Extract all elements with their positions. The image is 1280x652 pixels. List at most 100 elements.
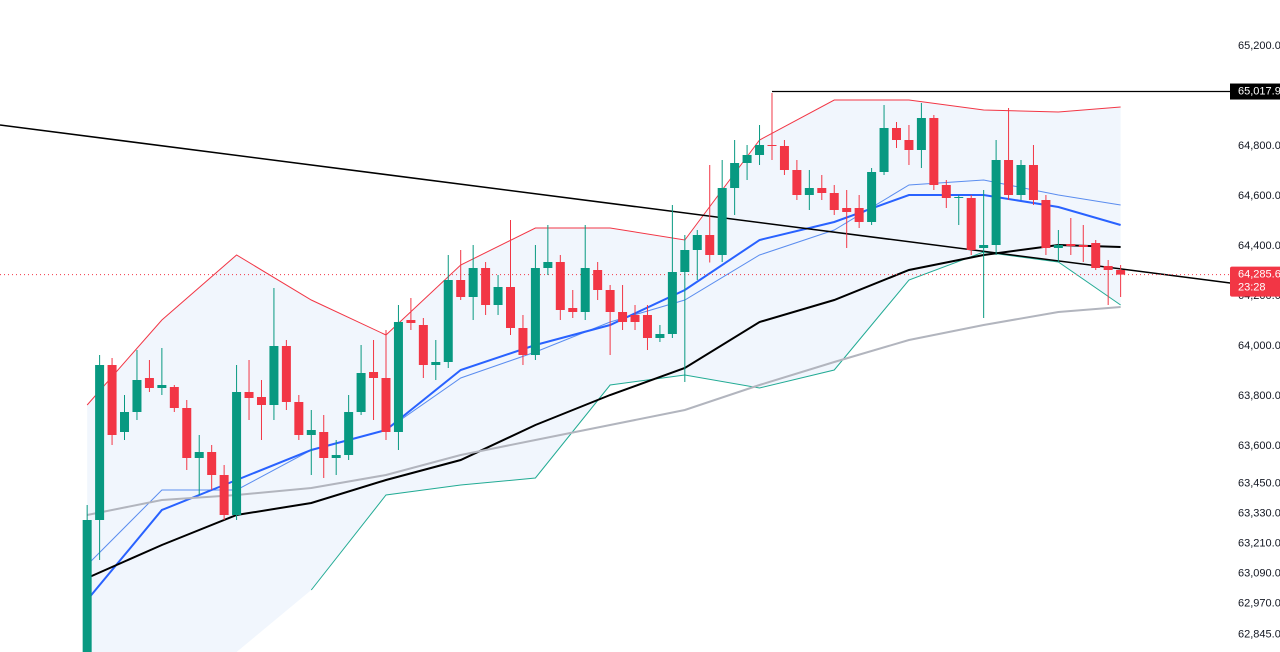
candle-body bbox=[792, 170, 802, 195]
candle-body bbox=[1103, 266, 1113, 270]
y-tick-label: 63,330.0 bbox=[1238, 507, 1280, 519]
candle-body bbox=[406, 320, 416, 323]
candle-body bbox=[1041, 200, 1051, 248]
y-tick-label: 64,400.0 bbox=[1238, 240, 1280, 252]
y-tick-label: 63,600.0 bbox=[1238, 440, 1280, 452]
candle-body bbox=[842, 208, 852, 212]
candle-body bbox=[144, 378, 154, 388]
candle-body bbox=[219, 475, 229, 515]
candle-body bbox=[867, 172, 877, 222]
candle-body bbox=[555, 262, 565, 310]
candle-body bbox=[418, 325, 428, 365]
candle-body bbox=[692, 235, 702, 250]
candle-body bbox=[1066, 244, 1076, 246]
candle-body bbox=[82, 520, 92, 652]
indicator-line bbox=[86, 306, 1121, 516]
candle-body bbox=[1004, 160, 1014, 195]
y-tick-label: 64,800.0 bbox=[1238, 140, 1280, 152]
candle-body bbox=[530, 268, 540, 355]
candle-body bbox=[107, 365, 117, 435]
candle-body bbox=[294, 402, 304, 435]
candle-body bbox=[667, 272, 677, 334]
candle-body bbox=[182, 408, 192, 458]
y-tick-label: 64,600.0 bbox=[1238, 190, 1280, 202]
candle-body bbox=[891, 128, 901, 140]
candle-body bbox=[207, 452, 217, 475]
candle-body bbox=[954, 197, 964, 198]
indicator-line bbox=[86, 243, 1121, 579]
candle-body bbox=[393, 322, 403, 432]
candle-body bbox=[1016, 165, 1026, 195]
candle-body bbox=[493, 287, 503, 305]
candle-body bbox=[804, 188, 814, 195]
candle-body bbox=[157, 385, 167, 388]
y-tick-label: 63,450.0 bbox=[1238, 477, 1280, 489]
candle-body bbox=[829, 193, 839, 210]
band-fill bbox=[87, 100, 1121, 652]
level-label: 65,017.9 bbox=[1238, 85, 1280, 97]
trendline bbox=[0, 124, 1231, 284]
candle-body bbox=[344, 412, 354, 455]
candle-body bbox=[244, 392, 254, 398]
price-axis: 65,200.064,800.064,600.064,400.064,200.0… bbox=[1230, 40, 1280, 641]
candle-body bbox=[904, 140, 914, 150]
y-tick-label: 64,000.0 bbox=[1238, 340, 1280, 352]
candle-body bbox=[232, 392, 242, 515]
level-label-box bbox=[1230, 83, 1280, 100]
y-tick-label: 63,210.0 bbox=[1238, 537, 1280, 549]
y-tick-label: 63,090.0 bbox=[1238, 567, 1280, 579]
y-tick-label: 63,800.0 bbox=[1238, 390, 1280, 402]
candle-body bbox=[593, 270, 603, 290]
last-price-box bbox=[1230, 266, 1280, 297]
candle-body bbox=[169, 387, 179, 408]
candle-body bbox=[854, 208, 864, 222]
candle-body bbox=[431, 362, 441, 365]
candle-body bbox=[281, 346, 291, 402]
candle-body bbox=[468, 268, 478, 297]
candle-body bbox=[568, 308, 578, 312]
candle-body bbox=[319, 432, 329, 458]
candle-body bbox=[256, 397, 266, 405]
candle-body bbox=[120, 412, 130, 432]
indicator-line bbox=[86, 99, 1121, 406]
y-tick-label: 62,970.0 bbox=[1238, 597, 1280, 609]
candle-body bbox=[580, 268, 590, 312]
candle-body bbox=[767, 145, 777, 146]
candle-body bbox=[369, 372, 379, 378]
plot-area bbox=[0, 90, 1231, 652]
candle-body bbox=[618, 312, 628, 322]
candle-body bbox=[630, 315, 640, 322]
candle-body bbox=[506, 287, 516, 328]
candle-body bbox=[132, 380, 142, 412]
candle-body bbox=[730, 163, 740, 188]
candle-body bbox=[1091, 243, 1101, 268]
candle-body bbox=[717, 188, 727, 255]
candle-body bbox=[456, 280, 466, 297]
candle-body bbox=[443, 280, 453, 362]
candle-body bbox=[1078, 245, 1088, 247]
candle-body bbox=[642, 315, 652, 338]
candle-body bbox=[269, 346, 279, 405]
y-tick-label: 65,200.0 bbox=[1238, 40, 1280, 52]
candle-body bbox=[916, 118, 926, 150]
candle-body bbox=[1028, 165, 1038, 200]
candle-body bbox=[381, 378, 391, 432]
candle-body bbox=[1116, 270, 1126, 275]
candle-body bbox=[518, 328, 528, 355]
candle-body bbox=[779, 146, 789, 170]
candle-body bbox=[605, 290, 615, 312]
candle-body bbox=[306, 430, 316, 435]
candle-body bbox=[481, 268, 491, 305]
candle-body bbox=[941, 185, 951, 198]
candle-body bbox=[194, 452, 204, 458]
candle-body bbox=[755, 145, 765, 155]
candle-body bbox=[742, 155, 752, 163]
candle-body bbox=[991, 160, 1001, 245]
candle-body bbox=[331, 455, 341, 458]
last-price-label: 64,285.6 bbox=[1238, 269, 1280, 281]
candle-body bbox=[879, 128, 889, 172]
candle-body bbox=[1053, 245, 1063, 248]
candle-body bbox=[680, 250, 690, 272]
